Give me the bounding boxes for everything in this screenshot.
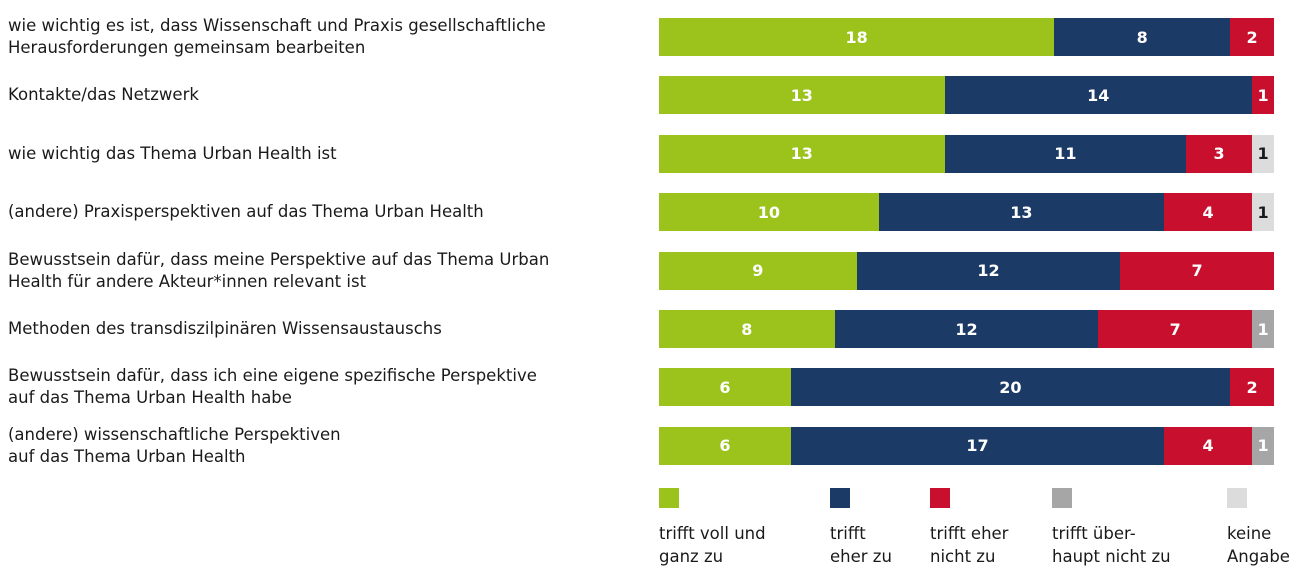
bar-segment: 13 [659,134,945,173]
value-label: 8 [741,319,753,339]
value-label: 13 [790,85,813,105]
value-label: 6 [719,377,731,397]
bar-segment: 8 [1054,18,1231,56]
bar-segment: 13 [659,76,945,115]
bar-segment: 1 [1252,76,1274,115]
bar-segment: 1 [1252,426,1274,465]
value-label: 14 [1087,85,1110,105]
bar-segment: 9 [659,251,857,290]
bar-segment: 20 [790,368,1231,407]
bar-segment: 12 [834,310,1099,348]
legend-swatch [1052,488,1072,508]
bar-segment: 17 [790,426,1165,465]
category-label: Methoden des transdiszilpinären Wissensa… [8,319,442,338]
legend-swatch [830,488,850,508]
value-label: 1 [1257,85,1269,105]
legend-label: trifft voll und ganz zu [659,524,766,566]
value-label: 18 [845,27,868,47]
bar-segment: 12 [856,251,1121,290]
bar-segment: 10 [659,193,879,232]
value-label: 1 [1257,144,1269,164]
bar-segment: 8 [659,310,835,348]
value-label: 6 [719,436,731,456]
value-label: 2 [1246,377,1258,397]
bar-segment: 2 [1230,368,1274,407]
category-label: Bewusstsein dafür, dass meine Perspektiv… [8,249,550,291]
value-label: 3 [1213,144,1225,164]
legend-label: trifft eher nicht zu [930,524,1009,566]
legend-swatch [930,488,950,508]
value-label: 4 [1202,202,1214,222]
bar-segment: 1 [1252,310,1274,348]
category-label: Kontakte/das Netzwerk [8,85,199,105]
bar-segment: 7 [1120,251,1274,290]
bar-segment: 1 [1252,193,1274,232]
category-label: (andere) Praxisperspektiven auf das Them… [8,202,484,222]
legend-label: keine Angabe [1227,524,1290,566]
bar-segment: 6 [659,426,791,465]
bar-segment: 4 [1164,426,1253,465]
value-label: 1 [1257,436,1269,456]
value-label: 12 [955,319,978,339]
value-label: 10 [757,202,780,222]
category-label: Bewusstsein dafür, dass ich eine eigene … [8,366,537,408]
category-label: wie wichtig es ist, dass Wissenschaft un… [8,16,546,57]
bar-segment: 18 [659,18,1055,56]
bar-segment: 7 [1098,310,1253,348]
value-label: 13 [790,144,813,164]
value-label: 12 [977,261,1000,281]
value-label: 7 [1191,261,1203,281]
bar-segment: 2 [1230,18,1274,56]
bar-segment: 4 [1164,193,1253,232]
bar-segment: 1 [1252,134,1274,173]
value-label: 7 [1169,319,1181,339]
value-label: 20 [999,377,1022,397]
value-label: 13 [1010,202,1033,222]
bar-segment: 13 [878,193,1165,232]
legend-label: trifft über- haupt nicht zu [1052,524,1171,566]
value-label: 11 [1054,144,1077,164]
category-label: (andere) wissenschaftliche Perspektiven … [8,424,341,466]
value-label: 1 [1257,202,1269,222]
value-label: 4 [1202,436,1214,456]
legend-swatch [1227,488,1247,508]
value-label: 2 [1246,27,1258,47]
legend-label: trifft eher zu [830,524,892,566]
legend-swatch [659,488,679,508]
bar-segment: 11 [944,134,1187,173]
bar-segment: 6 [659,368,791,407]
category-label: wie wichtig das Thema Urban Health ist [8,143,337,163]
value-label: 8 [1136,27,1148,47]
value-label: 1 [1257,319,1269,339]
value-label: 9 [752,261,764,281]
bar-segment: 14 [944,76,1253,115]
bar-segment: 3 [1186,134,1253,173]
value-label: 17 [966,436,989,456]
